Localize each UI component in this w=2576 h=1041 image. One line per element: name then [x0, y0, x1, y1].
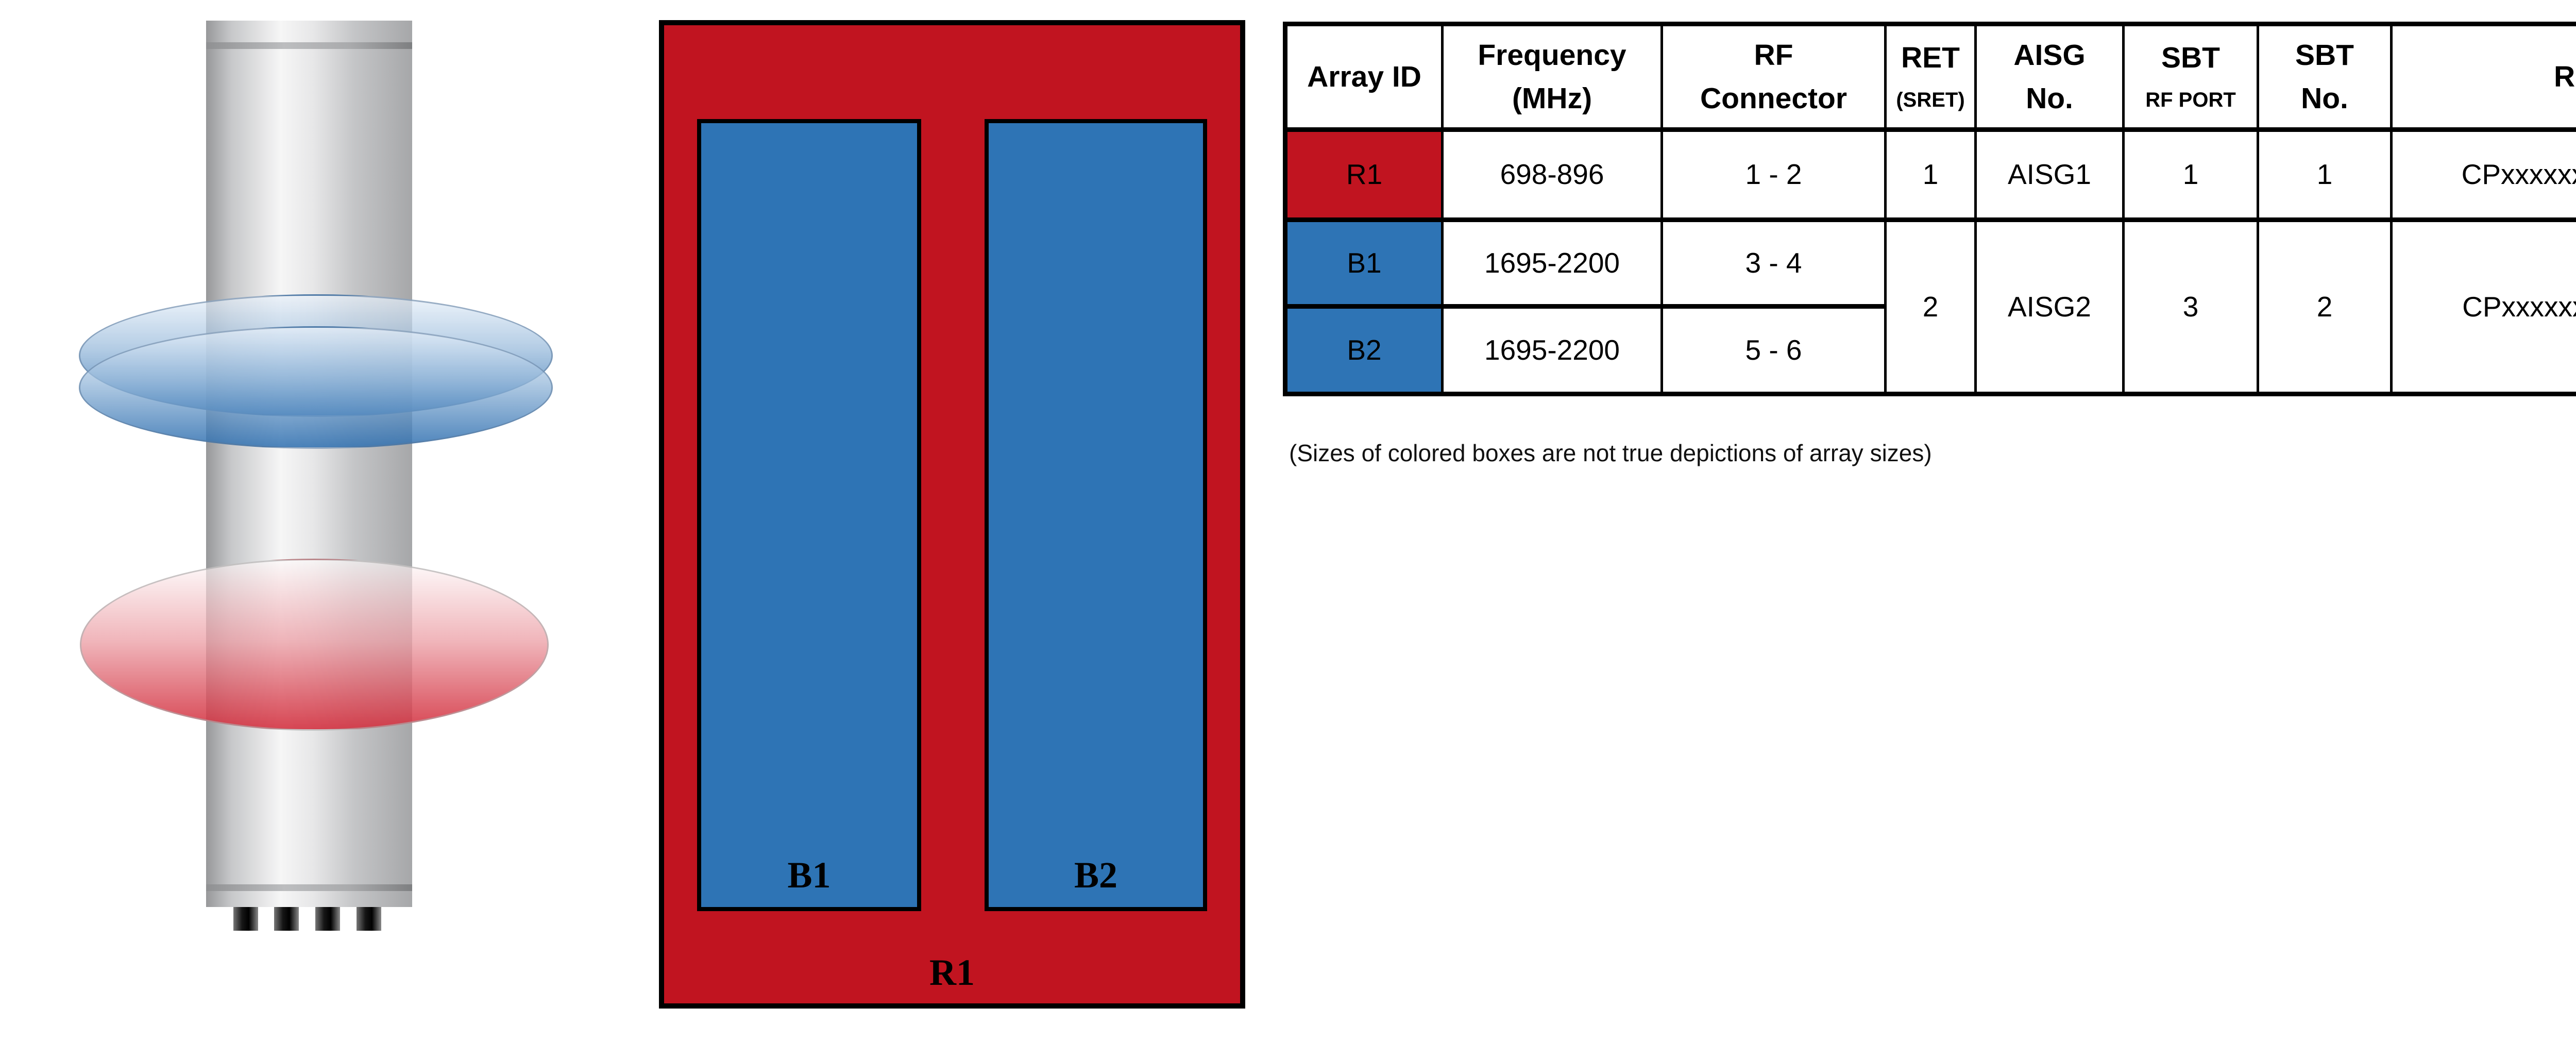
cell-r1-id: R1: [1284, 127, 1444, 222]
array-spec-table: Array ID Frequency (MHz) RF Connector RE…: [1283, 22, 2576, 396]
header-sbt-no-line2: No.: [2301, 81, 2348, 115]
header-aisg-line1: AISG: [2013, 38, 2086, 72]
cell-b2-frequency: 1695-2200: [1441, 304, 1663, 396]
cylinder-bottom-seam: [206, 884, 412, 891]
header-frequency-line2: (MHz): [1512, 81, 1592, 115]
header-sbt-port-line1: SBT: [2161, 41, 2220, 75]
header-aisg-line2: No.: [2026, 81, 2073, 115]
antenna-cylinder: [206, 21, 412, 907]
header-ret-line1: RET: [1901, 41, 1960, 75]
cell-b-merged-sbt-no: 2: [2257, 217, 2393, 396]
array-box-b2-label: B2: [1074, 854, 1118, 896]
table-header-row: Array ID Frequency (MHz) RF Connector RE…: [1284, 22, 2576, 132]
header-ret-line2: (SRET): [1896, 88, 1965, 111]
header-rf-line2: Connector: [1700, 81, 1847, 115]
cell-r1-ret-uid: CPxxxxxxxxxxxxxxxxR1: [2390, 127, 2576, 222]
header-sbt-no-line1: SBT: [2295, 38, 2354, 72]
cell-r1-frequency: 698-896: [1441, 127, 1663, 222]
cell-b1-frequency: 1695-2200: [1441, 217, 1663, 309]
col-header-aisg-no: AISG No.: [1974, 22, 2125, 132]
header-array-id-text: Array ID: [1307, 60, 1421, 93]
antenna-connector-2: [274, 907, 299, 931]
table-row-b1: B1 1695-2200 3 - 4 2 AISG2 3 2 CPxxxxxxx…: [1284, 217, 2576, 396]
array-box-r1-label: R1: [929, 952, 975, 993]
antenna-connector-1: [233, 907, 258, 931]
col-header-sbt-no: SBT No.: [2257, 22, 2393, 132]
cell-r1-rf-connector: 1 - 2: [1660, 127, 1887, 222]
cell-r1-ret: 1: [1884, 127, 1977, 222]
cell-b1-id: B1: [1284, 217, 1444, 309]
table-row-b2: B2 1695-2200 5 - 6: [1284, 304, 2576, 396]
col-header-array-id: Array ID: [1284, 22, 1444, 132]
col-header-sbt-rf-port: SBT RF PORT: [2122, 22, 2259, 132]
antenna-illustration: [0, 0, 618, 1041]
antenna-connector-3: [315, 907, 340, 931]
blue-beam-ellipse-lower: [79, 326, 553, 449]
col-header-frequency: Frequency (MHz): [1441, 22, 1663, 132]
cell-b-merged-ret: 2: [1884, 217, 1977, 396]
array-box-r1: B1 B2 R1: [659, 20, 1245, 1009]
cell-b-merged-aisg: AISG2: [1974, 217, 2125, 396]
cell-r1-sbt-port: 1: [2122, 127, 2259, 222]
header-frequency-line1: Frequency: [1478, 38, 1626, 72]
cell-b1-rf-connector: 3 - 4: [1660, 217, 1887, 309]
array-box-b2: B2: [985, 119, 1207, 911]
array-box-b1-label: B1: [787, 854, 831, 896]
table-row-r1: R1 698-896 1 - 2 1 AISG1 1 1 CPxxxxxxxxx…: [1284, 127, 2576, 222]
col-header-ret-sret: RET (SRET): [1884, 22, 1977, 132]
cell-r1-sbt-no: 1: [2257, 127, 2393, 222]
cell-b2-id: B2: [1284, 304, 1444, 396]
cell-b2-rf-connector: 5 - 6: [1660, 304, 1887, 396]
cylinder-top-seam: [206, 42, 412, 49]
cell-b-merged-sbt-port: 3: [2122, 217, 2259, 396]
array-box-b1: B1: [697, 119, 921, 911]
header-sbt-port-line2: RF PORT: [2145, 88, 2236, 111]
header-ret-uid-text: RET UID: [2554, 60, 2576, 93]
size-disclaimer-note: (Sizes of colored boxes are not true dep…: [1289, 440, 1932, 466]
cell-r1-aisg: AISG1: [1974, 127, 2125, 222]
antenna-connector-4: [357, 907, 381, 931]
cell-b-merged-ret-uid: CPxxxxxxxxxxxxxxxxB1: [2390, 217, 2576, 396]
header-rf-line1: RF: [1754, 38, 1793, 72]
col-header-ret-uid: RET UID: [2390, 22, 2576, 132]
col-header-rf-connector: RF Connector: [1660, 22, 1887, 132]
red-beam-ellipse: [80, 559, 549, 731]
